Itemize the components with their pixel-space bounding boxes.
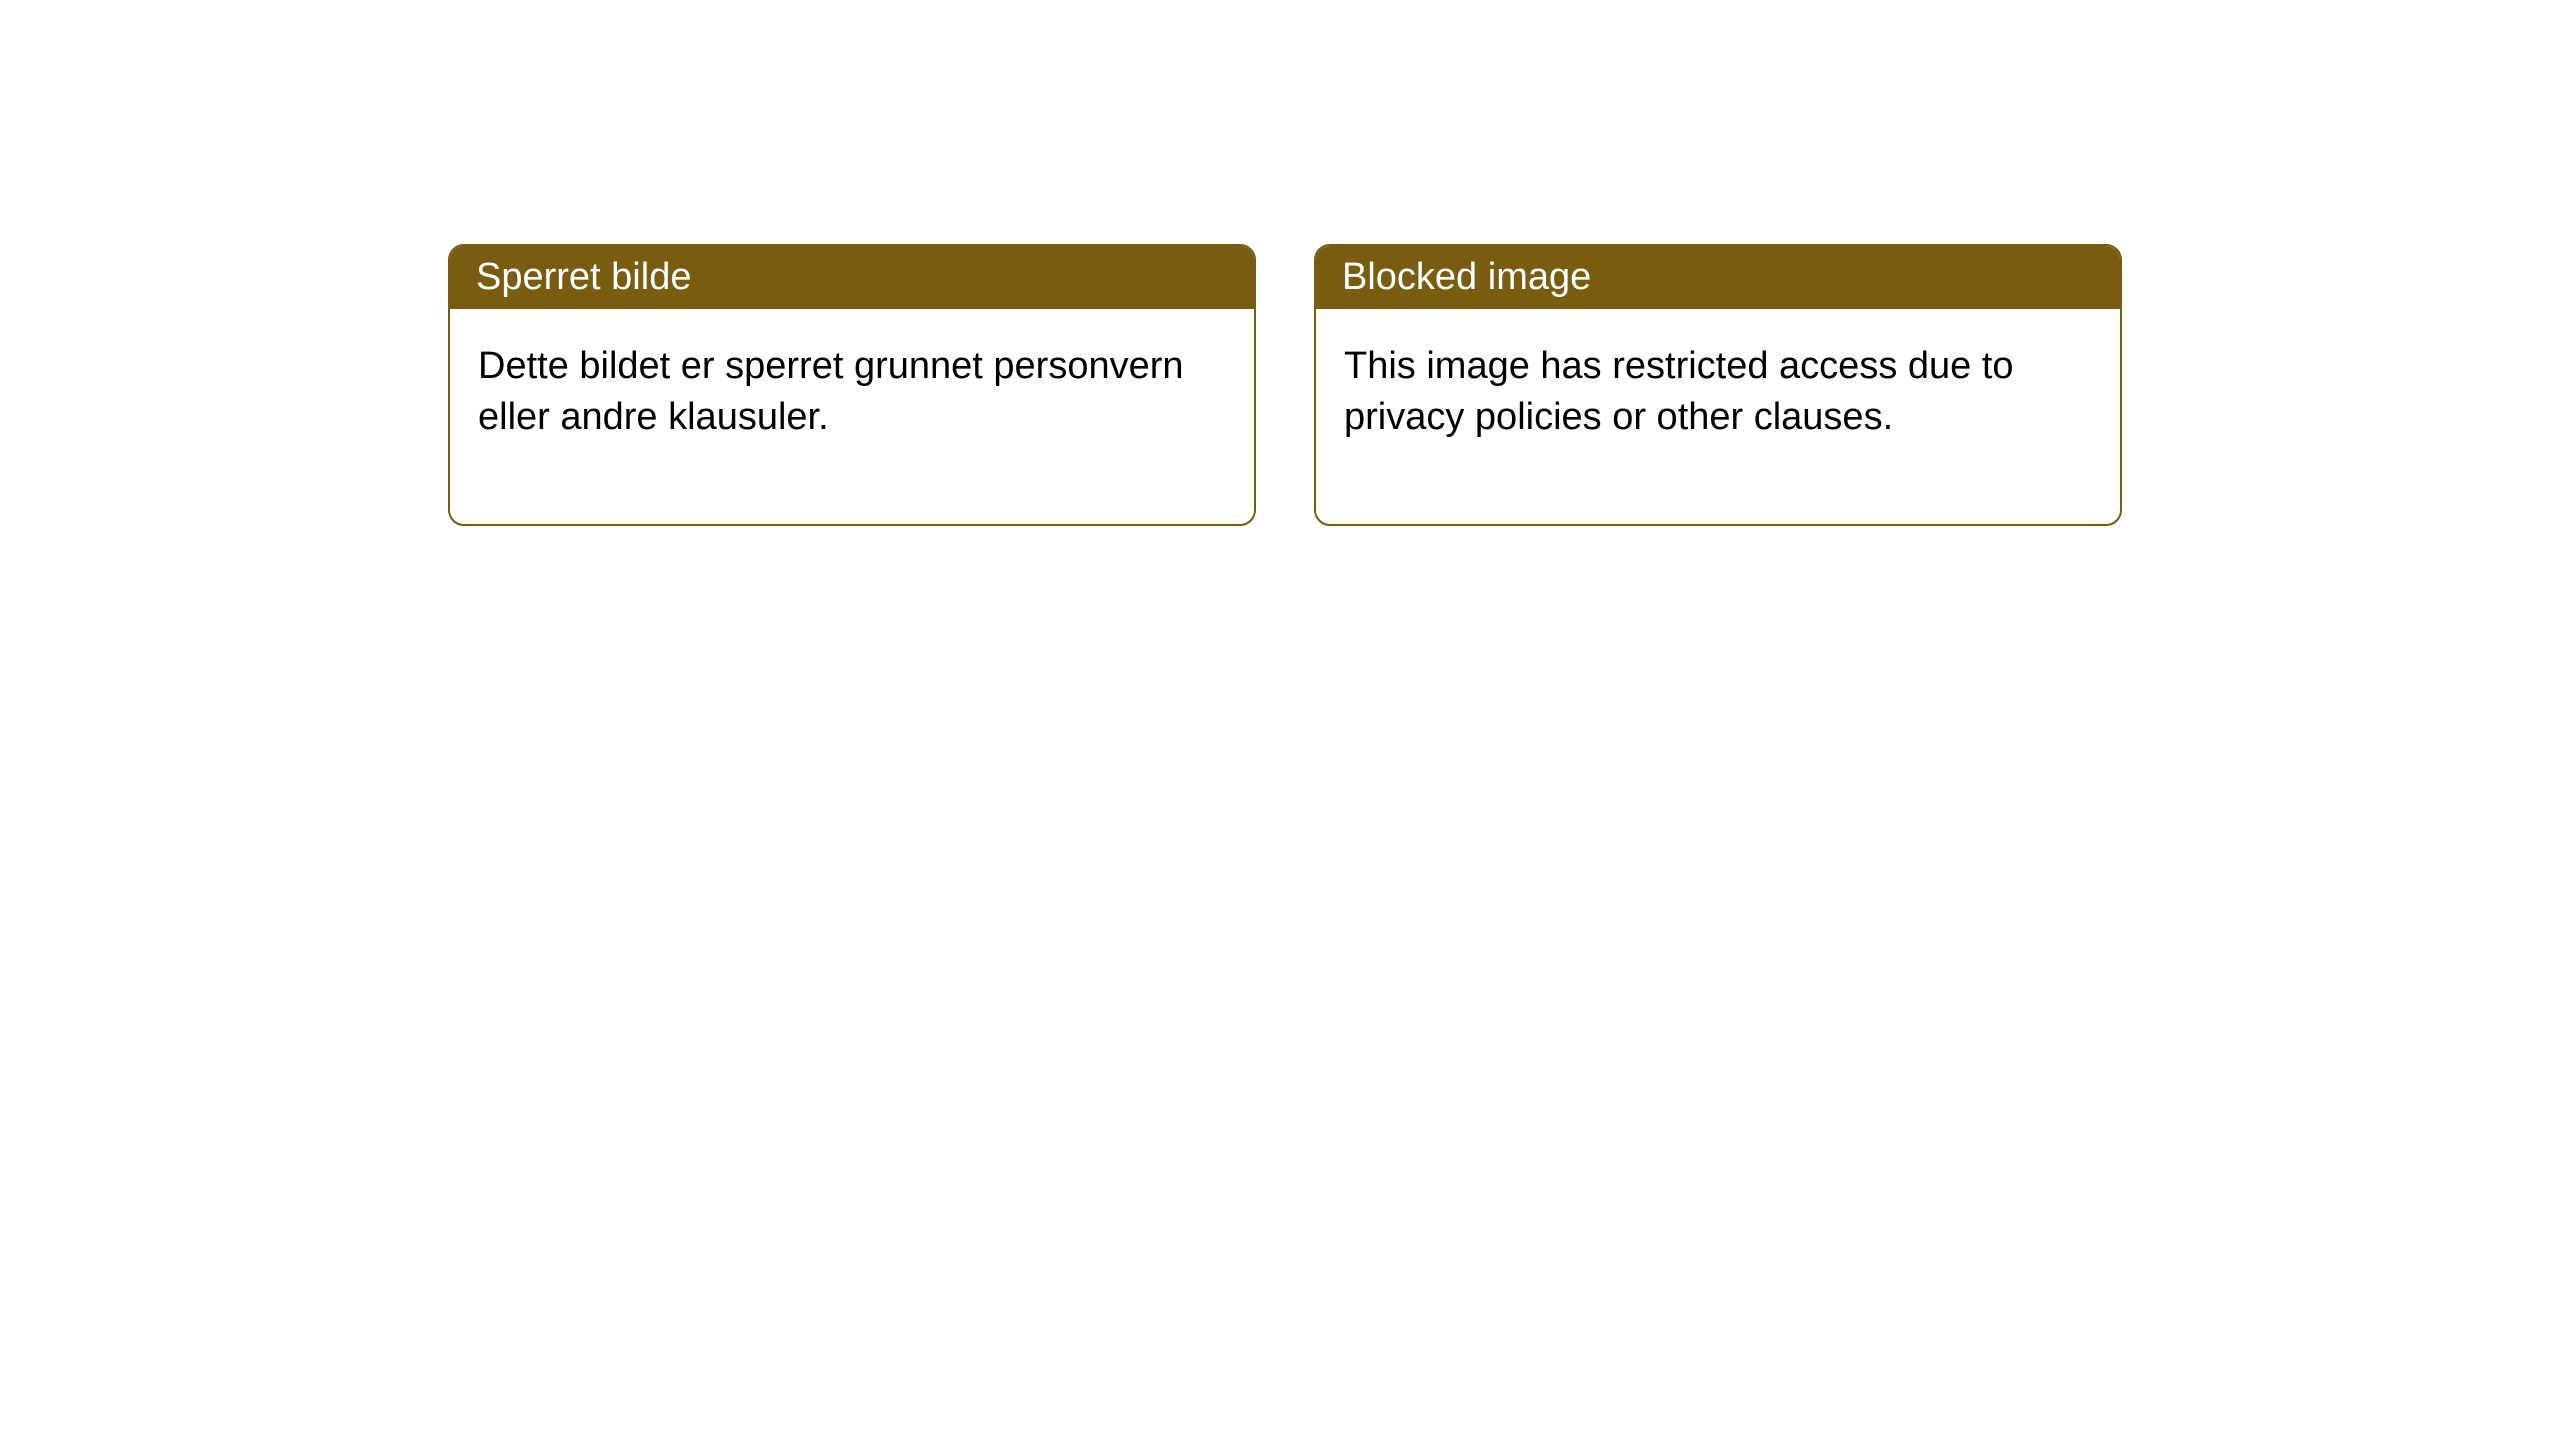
notice-card-norwegian: Sperret bilde Dette bildet er sperret gr… — [448, 244, 1256, 526]
notice-header: Sperret bilde — [450, 246, 1254, 309]
notice-header: Blocked image — [1316, 246, 2120, 309]
notice-body: This image has restricted access due to … — [1316, 309, 2120, 524]
notice-title: Sperret bilde — [476, 256, 691, 298]
notice-title: Blocked image — [1342, 256, 1591, 298]
notice-container: Sperret bilde Dette bildet er sperret gr… — [0, 0, 2560, 526]
notice-card-english: Blocked image This image has restricted … — [1314, 244, 2122, 526]
notice-body-text: This image has restricted access due to … — [1344, 345, 2014, 438]
notice-body: Dette bildet er sperret grunnet personve… — [450, 309, 1254, 524]
notice-body-text: Dette bildet er sperret grunnet personve… — [478, 345, 1184, 438]
